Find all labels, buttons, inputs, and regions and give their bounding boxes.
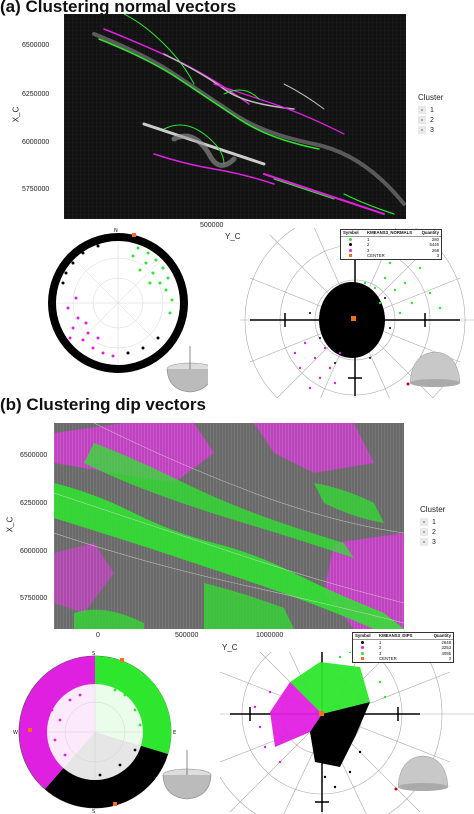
cluster-3-symbol-icon bbox=[349, 248, 352, 252]
panel-a-legend-item-3: 3 bbox=[418, 125, 443, 135]
panel-b-table-row: 1 2648 bbox=[353, 640, 453, 646]
panel-a-globe-icon bbox=[406, 351, 461, 387]
panel-b-y-tick-4: 5750000 bbox=[20, 595, 48, 602]
panel-b-legend: Cluster 1 2 3 bbox=[420, 505, 445, 547]
panel-a-stereonet: N E S W bbox=[48, 228, 208, 393]
panel-b-x-axis-label: Y_C bbox=[222, 643, 238, 652]
panel-a-stereonet-s-label: S bbox=[114, 369, 117, 375]
panel-b-table-header: Symbol KMEANS3_DIPS Quantity bbox=[353, 633, 453, 640]
panel-b-stereonet-w-label: W bbox=[13, 730, 18, 736]
panel-b-globe-icon bbox=[394, 755, 449, 791]
panel-b-y-axis-label: X_C bbox=[5, 516, 15, 533]
panel-a-y-axis-label: X_C bbox=[11, 106, 21, 123]
panel-b-legend-item-2: 2 bbox=[420, 527, 445, 537]
panel-a-legend-item-1: 1 bbox=[418, 105, 443, 115]
panel-b-table-row: 2 3253 bbox=[353, 645, 453, 651]
panel-a-map bbox=[64, 14, 406, 219]
panel-b-x-tick-1: 0 bbox=[96, 632, 100, 639]
panel-a-table-row: 1 280 bbox=[341, 237, 441, 243]
panel-b-y-tick-1: 6500000 bbox=[20, 452, 48, 459]
panel-a-y-tick-4: 5750000 bbox=[22, 186, 50, 193]
panel-b-stereonet-s-label: S bbox=[92, 809, 95, 814]
panel-a-table-row: 3 268 bbox=[341, 248, 441, 254]
panel-b-title: (b) Clustering dip vectors bbox=[0, 395, 206, 414]
panel-b-map bbox=[54, 423, 404, 629]
cluster-2-symbol-icon bbox=[349, 243, 352, 247]
panel-a-legend-item-2: 2 bbox=[418, 115, 443, 125]
panel-a-y-tick-1: 6500000 bbox=[22, 42, 50, 49]
panel-a-y-tick-2: 6250000 bbox=[22, 91, 50, 98]
center-symbol-icon bbox=[349, 254, 352, 258]
panel-b-hemisphere-icon bbox=[162, 750, 212, 800]
panel-a-table-row: CENTER 3 bbox=[341, 253, 441, 259]
panel-a-title: (a) Clustering normal vectors bbox=[0, 0, 237, 16]
center-symbol-icon bbox=[361, 657, 364, 661]
panel-b-stereonet-e-label: E bbox=[173, 730, 176, 736]
panel-b-table-row: 3 4095 bbox=[353, 651, 453, 657]
panel-a-polar-plot bbox=[240, 228, 474, 398]
panel-a-legend: Cluster 1 2 3 bbox=[418, 93, 443, 135]
panel-a-table-header: Symbol KMEANS3_NORMALS Quantity bbox=[341, 230, 441, 237]
panel-a-x-axis-label: Y_C bbox=[225, 232, 241, 241]
panel-b-stereonet-n-label: S bbox=[92, 651, 95, 657]
panel-b-cluster-table: Symbol KMEANS3_DIPS Quantity 1 2648 2 32… bbox=[352, 632, 454, 663]
panel-b-legend-item-3: 3 bbox=[420, 537, 445, 547]
panel-b-stereonet: S E S W bbox=[13, 651, 212, 814]
panel-a-stereonet-w-label: W bbox=[50, 301, 55, 307]
panel-a-cluster-table: Symbol KMEANS3_NORMALS Quantity 1 280 2 … bbox=[340, 229, 442, 260]
panel-b-y-tick-2: 6250000 bbox=[20, 500, 48, 507]
panel-b-x-tick-2: 500000 bbox=[175, 632, 199, 639]
cluster-3-symbol-icon bbox=[361, 651, 364, 655]
panel-a-hemisphere-icon bbox=[166, 346, 208, 393]
panel-b-legend-item-1: 1 bbox=[420, 517, 445, 527]
panel-b-table-row: CENTER 3 bbox=[353, 656, 453, 662]
panel-b-y-tick-3: 6000000 bbox=[20, 548, 48, 555]
cluster-1-symbol-icon bbox=[361, 640, 364, 644]
panel-a-x-tick: 500000 bbox=[200, 222, 224, 229]
panel-b-polar-plot bbox=[220, 652, 474, 814]
cluster-2-symbol-icon bbox=[361, 646, 364, 650]
panel-b-x-tick-3: 1000000 bbox=[256, 632, 284, 639]
panel-a-stereonet-e-label: E bbox=[182, 301, 185, 307]
panel-a-y-tick-3: 6000000 bbox=[22, 139, 50, 146]
cluster-1-symbol-icon bbox=[349, 237, 352, 241]
panel-a-stereonet-n-label: N bbox=[114, 228, 118, 234]
panel-a-legend-title: Cluster bbox=[418, 93, 444, 102]
panel-b-legend-title: Cluster bbox=[420, 505, 446, 514]
panel-a-table-row: 2 5446 bbox=[341, 242, 441, 248]
